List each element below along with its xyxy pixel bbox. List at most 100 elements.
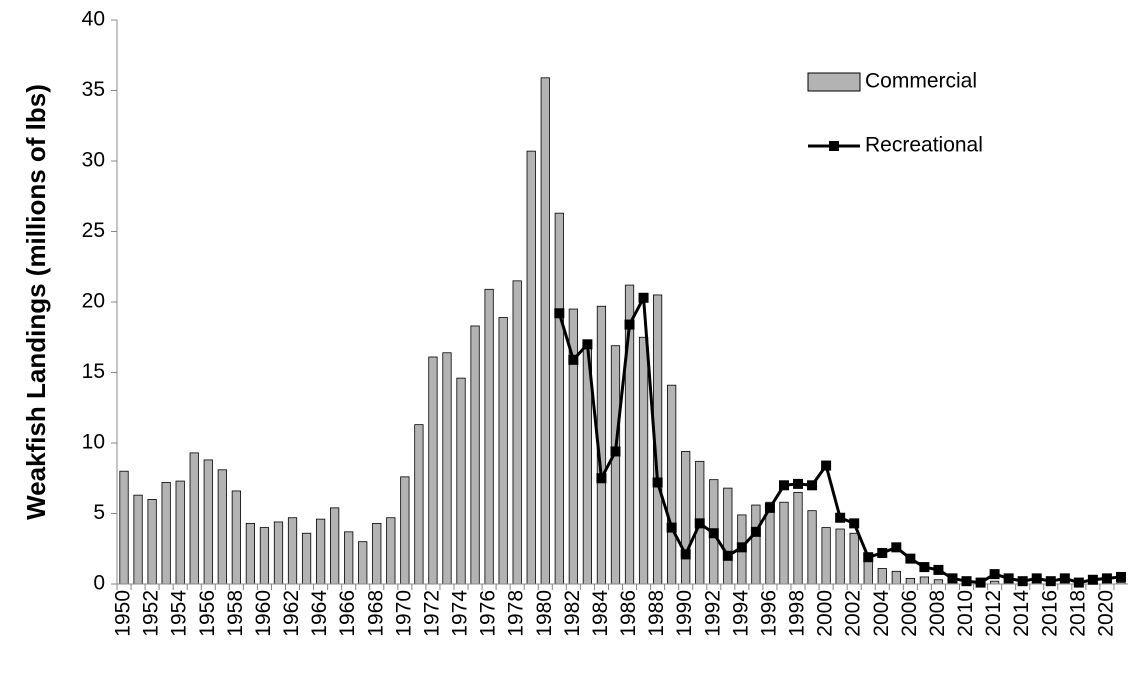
bar (793, 491, 803, 585)
marker (933, 564, 944, 575)
marker (666, 522, 677, 533)
bar (414, 424, 424, 585)
bar (526, 150, 536, 585)
x-tick-label: 2016 (1038, 590, 1061, 637)
x-tick-label: 2012 (982, 590, 1005, 637)
y-tick-label: 25 (82, 219, 105, 242)
bar (175, 480, 185, 585)
y-tick-label: 35 (82, 78, 105, 101)
x-tick-label: 1968 (364, 590, 387, 637)
bar (189, 452, 199, 585)
bar (203, 459, 213, 585)
marker (961, 576, 972, 587)
legend-label: Recreational (865, 134, 983, 157)
bar (442, 352, 452, 585)
marker (736, 542, 747, 553)
marker (793, 478, 804, 489)
marker (582, 339, 593, 350)
marker (1115, 571, 1126, 582)
x-tick-label: 1996 (757, 590, 780, 637)
marker (1059, 573, 1070, 584)
marker (919, 562, 930, 573)
y-tick-label: 20 (82, 290, 105, 313)
marker (652, 477, 663, 488)
x-tick-label: 1988 (645, 590, 668, 637)
x-tick-label: 1978 (505, 590, 528, 637)
y-tick-label: 10 (82, 431, 105, 454)
y-axis-title: Weakfish Landings (millions of lbs) (21, 84, 51, 520)
bar (723, 487, 733, 585)
legend-label: Commercial (865, 70, 977, 93)
marker (624, 319, 635, 330)
bar (133, 494, 143, 585)
x-tick-label: 1976 (477, 590, 500, 637)
y-tick-label: 15 (82, 360, 105, 383)
bar (245, 522, 256, 585)
bar (891, 570, 901, 585)
legend-marker (829, 141, 839, 151)
bar (400, 476, 410, 585)
bar (344, 531, 354, 585)
x-tick-label: 1986 (617, 590, 640, 637)
bar (751, 504, 761, 585)
marker (989, 569, 1000, 580)
bar (933, 579, 944, 585)
bar (610, 345, 621, 585)
x-tick-label: 1994 (729, 590, 752, 637)
bar (273, 521, 284, 585)
marker (1073, 577, 1084, 588)
bar (259, 527, 270, 585)
bar (667, 384, 677, 585)
bar (919, 576, 930, 585)
marker (835, 512, 846, 523)
bar (849, 532, 859, 585)
marker (905, 553, 916, 564)
x-tick-label: 2010 (954, 590, 977, 637)
bar (315, 518, 326, 585)
bar (358, 541, 368, 585)
marker (821, 460, 832, 471)
x-tick-label: 2004 (870, 590, 893, 637)
x-tick-label: 2000 (814, 590, 837, 637)
bar (470, 325, 480, 585)
marker (680, 549, 691, 560)
bar (638, 336, 649, 585)
y-tick-label: 40 (82, 8, 105, 31)
bar (231, 490, 241, 585)
x-tick-label: 1990 (673, 590, 696, 637)
x-tick-label: 1966 (336, 590, 359, 637)
marker (1017, 576, 1028, 587)
x-tick-label: 1964 (308, 590, 331, 637)
x-tick-label: 2002 (842, 590, 865, 637)
x-tick-label: 1952 (140, 590, 163, 637)
bar (877, 568, 887, 585)
bar (301, 532, 312, 585)
marker (694, 518, 705, 529)
marker (554, 308, 565, 319)
marker (849, 518, 860, 529)
legend-swatch (807, 72, 861, 92)
marker (807, 480, 818, 491)
bar (905, 577, 915, 585)
x-tick-label: 2014 (1010, 590, 1033, 637)
bar (372, 522, 382, 585)
bar (821, 527, 831, 585)
x-tick-label: 2006 (898, 590, 921, 637)
bar (681, 451, 691, 585)
x-tick-label: 1970 (392, 590, 415, 637)
x-tick-label: 1980 (533, 590, 556, 637)
x-tick-label: 1960 (252, 590, 275, 637)
bar (835, 528, 845, 585)
marker (891, 542, 902, 553)
bar (147, 498, 157, 585)
marker (764, 502, 775, 513)
bar (428, 356, 438, 585)
bar (779, 501, 789, 585)
marker (778, 480, 789, 491)
marker (722, 550, 733, 561)
x-tick-label: 2008 (926, 590, 949, 637)
x-tick-label: 1998 (786, 590, 809, 637)
marker (975, 577, 986, 588)
bar (554, 212, 564, 585)
